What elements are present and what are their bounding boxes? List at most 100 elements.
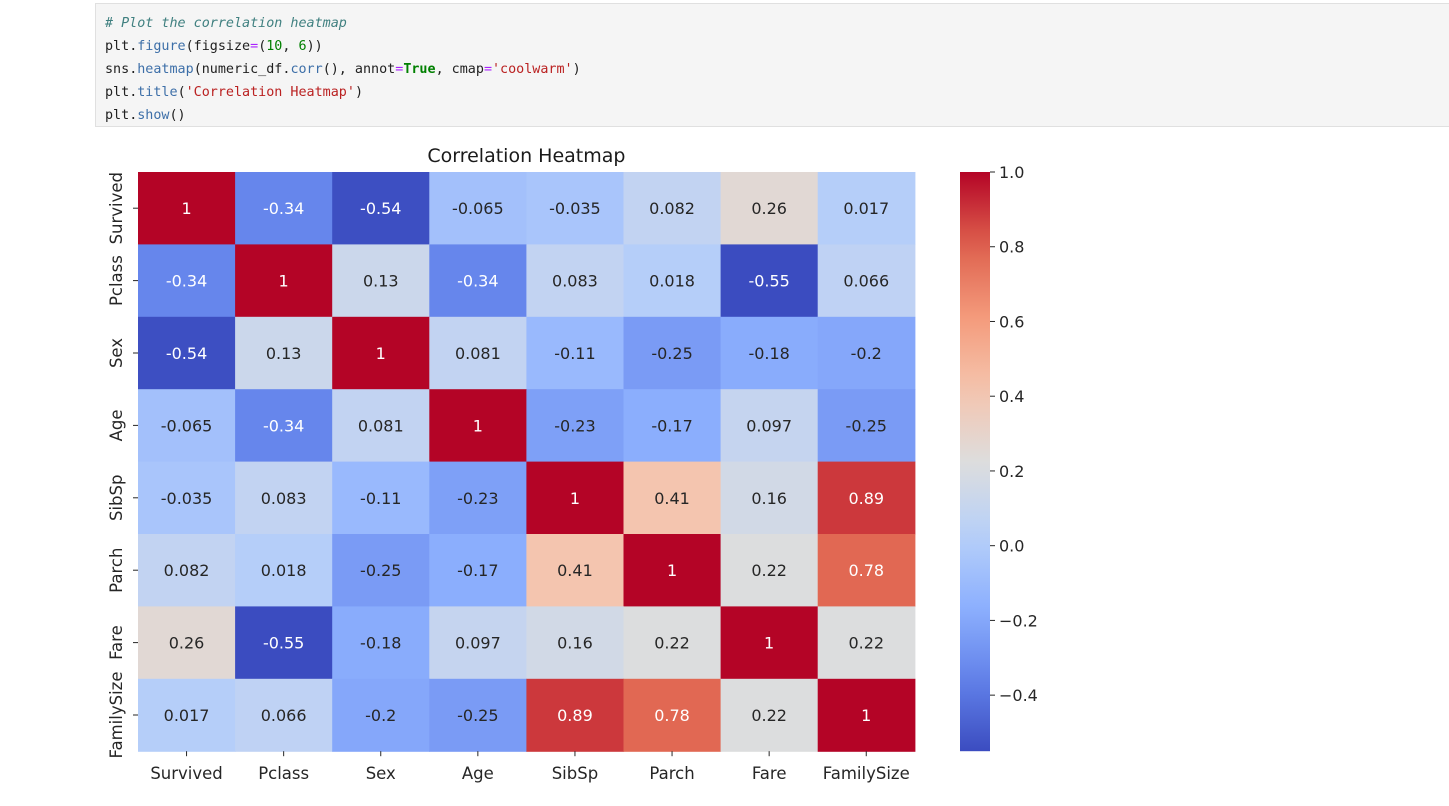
heatmap-cell bbox=[429, 606, 527, 680]
heatmap-cell bbox=[429, 461, 527, 535]
cell-annotation: -0.54 bbox=[166, 344, 207, 363]
cell-annotation: 1 bbox=[279, 272, 289, 291]
cell-annotation: 0.066 bbox=[261, 706, 307, 725]
cell-annotation: 0.89 bbox=[848, 489, 884, 508]
cell-annotation: -0.17 bbox=[457, 561, 498, 580]
heatmap-cell bbox=[429, 389, 527, 463]
heatmap-cell bbox=[526, 172, 625, 245]
heatmap-cell bbox=[720, 172, 819, 245]
x-tick-label: Fare bbox=[752, 764, 787, 783]
code-token: = bbox=[483, 62, 492, 77]
code-token: show bbox=[137, 108, 170, 123]
cell-annotation: -0.2 bbox=[365, 706, 396, 725]
cell-annotation: -0.34 bbox=[166, 272, 207, 291]
cell-annotation: 0.082 bbox=[164, 561, 210, 580]
heatmap-cell bbox=[332, 678, 430, 752]
heatmap-cell bbox=[817, 606, 916, 680]
cell-annotation: 0.16 bbox=[751, 489, 787, 508]
cell-annotation: 0.26 bbox=[169, 634, 205, 653]
heatmap-cell bbox=[817, 316, 916, 390]
chart-title: Correlation Heatmap bbox=[427, 145, 625, 167]
cell-annotation: -0.34 bbox=[263, 416, 304, 435]
heatmap-cell bbox=[720, 534, 819, 607]
code-editor[interactable]: # Plot the correlation heatmap plt.figure… bbox=[105, 12, 581, 127]
heatmap-cell bbox=[623, 172, 722, 245]
heatmap-cell bbox=[138, 316, 236, 390]
cell-annotation: -0.065 bbox=[452, 199, 504, 218]
code-token: . bbox=[129, 39, 138, 54]
y-tick-label: SibSp bbox=[107, 475, 126, 521]
heatmap-cell bbox=[332, 461, 430, 535]
heatmap-cell bbox=[720, 606, 819, 680]
code-line: plt.figure(figsize=(10, 6)) bbox=[105, 35, 581, 58]
heatmap-cell bbox=[138, 534, 236, 607]
y-tick-label: Pclass bbox=[107, 255, 126, 306]
cell-annotation: -0.065 bbox=[161, 416, 213, 435]
cell-annotation: 1 bbox=[570, 489, 580, 508]
heatmap-cell bbox=[526, 389, 625, 463]
heatmap-cell bbox=[138, 606, 236, 680]
cell-annotation: -0.55 bbox=[263, 634, 304, 653]
cell-annotation: 0.16 bbox=[557, 634, 593, 653]
colorbar-tick-label: 0.0 bbox=[999, 537, 1024, 556]
heatmap-cell bbox=[623, 678, 722, 752]
code-token: ( bbox=[177, 85, 186, 100]
code-line: # Plot the correlation heatmap bbox=[105, 12, 581, 35]
heatmap-cell bbox=[817, 172, 916, 245]
cell-annotation: 0.22 bbox=[751, 706, 787, 725]
cell-annotation: -0.18 bbox=[360, 634, 401, 653]
heatmap-cell bbox=[138, 389, 236, 463]
code-token: . bbox=[282, 62, 291, 77]
cell-annotation: -0.34 bbox=[263, 199, 304, 218]
correlation-heatmap-chart: Correlation Heatmap 1 -0.34 -0.54 -0.065 -0.… bbox=[107, 145, 1038, 783]
cell-annotation: -0.2 bbox=[851, 344, 882, 363]
cell-annotation: 0.22 bbox=[848, 634, 884, 653]
code-token: corr bbox=[290, 62, 323, 77]
code-cell-input[interactable]: # Plot the correlation heatmap plt.figure… bbox=[95, 3, 1449, 127]
cell-annotation: 0.13 bbox=[266, 344, 302, 363]
code-token: plt bbox=[105, 39, 130, 54]
code-token: heatmap bbox=[137, 62, 194, 77]
cell-annotation: 1 bbox=[667, 561, 677, 580]
code-token: (), annot bbox=[322, 62, 396, 77]
heatmap-cell bbox=[720, 678, 819, 752]
code-token: 10 bbox=[266, 39, 283, 54]
cell-annotation: 0.13 bbox=[363, 272, 399, 291]
heatmap-cell bbox=[526, 678, 625, 752]
y-tick-label: Age bbox=[107, 409, 126, 441]
colorbar-tick-label: −0.4 bbox=[999, 686, 1038, 705]
cell-annotation: 0.017 bbox=[843, 199, 889, 218]
x-tick-label: FamilySize bbox=[823, 764, 910, 783]
code-token: plt bbox=[105, 85, 130, 100]
heatmap-cell bbox=[526, 534, 625, 607]
code-token: . bbox=[129, 85, 138, 100]
cell-annotation: 0.083 bbox=[552, 272, 598, 291]
cell-annotation: -0.25 bbox=[360, 561, 401, 580]
cell-annotation: 0.081 bbox=[358, 416, 404, 435]
heatmap-cell bbox=[720, 461, 819, 535]
heatmap-cell bbox=[332, 244, 430, 318]
cell-output: Correlation Heatmap 1 -0.34 -0.54 -0.065 -0.… bbox=[0, 128, 1449, 802]
code-token: = bbox=[250, 39, 259, 54]
heatmap-cell bbox=[235, 606, 333, 680]
heatmap-cell bbox=[429, 172, 527, 245]
heatmap-cell bbox=[429, 244, 527, 318]
heatmap-cell bbox=[526, 244, 625, 318]
heatmap-cell bbox=[138, 678, 236, 752]
heatmap-cell bbox=[623, 316, 722, 390]
cell-annotation: 0.22 bbox=[654, 634, 690, 653]
code-token: True bbox=[403, 62, 436, 77]
cell-annotation: 0.082 bbox=[649, 199, 695, 218]
cell-annotation: -0.18 bbox=[748, 344, 789, 363]
cell-annotation: 0.097 bbox=[455, 634, 501, 653]
heatmap-cell bbox=[235, 316, 333, 390]
code-token: . bbox=[129, 62, 138, 77]
heatmap-cell bbox=[526, 606, 625, 680]
code-token: () bbox=[169, 108, 186, 123]
heatmap-cell bbox=[720, 389, 819, 463]
heatmap-cell bbox=[138, 172, 236, 245]
code-line: plt.show() bbox=[105, 104, 581, 127]
code-line: plt.title('Correlation Heatmap') bbox=[105, 81, 581, 104]
code-token: # Plot the correlation heatmap bbox=[105, 16, 347, 31]
cell-annotation: 0.78 bbox=[654, 706, 690, 725]
